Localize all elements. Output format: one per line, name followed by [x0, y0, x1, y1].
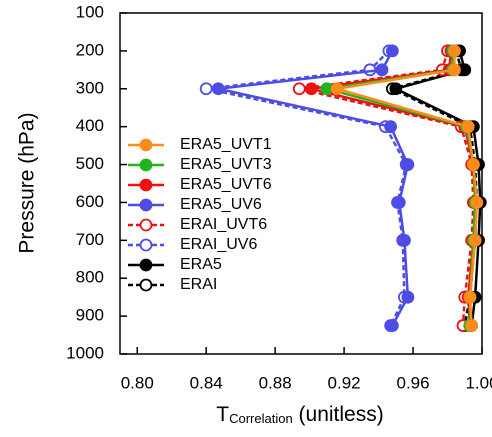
x-tick-label: 0.96: [397, 373, 430, 392]
marker: [461, 120, 475, 134]
marker: [211, 82, 225, 96]
x-tick-label: 0.84: [190, 373, 223, 392]
marker: [398, 233, 411, 247]
marker: [375, 63, 389, 77]
x-axis-title-main: T: [216, 403, 229, 426]
marker: [385, 319, 399, 332]
marker: [385, 44, 399, 58]
y-tick-label: 400: [76, 116, 104, 135]
marker: [304, 82, 318, 96]
legend-label: ERA5_UV6: [180, 196, 262, 213]
x-axis-title-sub: Correlation: [229, 411, 293, 426]
marker: [465, 319, 479, 332]
y-tick-label: 800: [76, 268, 104, 287]
x-tick-label: 0.80: [121, 373, 154, 392]
marker: [401, 158, 415, 171]
x-tick-label: 1.00: [465, 373, 492, 392]
y-tick-label: 600: [76, 192, 104, 211]
y-tick-label: 700: [76, 230, 104, 249]
x-axis-title: TCorrelation (unitless): [216, 403, 383, 427]
y-tick-label: 1000: [66, 343, 104, 362]
marker: [468, 233, 482, 247]
marker: [320, 82, 334, 96]
x-tick-label: 0.92: [328, 373, 361, 392]
marker: [448, 44, 461, 58]
x-axis-title-rest: (unitless): [293, 403, 384, 426]
marker: [401, 290, 415, 304]
legend-marker: [139, 198, 153, 212]
y-tick-label: 200: [76, 40, 104, 59]
marker: [384, 120, 398, 134]
legend-label: ERA5_UVT6: [180, 176, 272, 193]
marker: [458, 63, 472, 77]
marker: [389, 82, 403, 96]
legend-marker: [139, 258, 153, 272]
legend-label: ERAI_UV6: [180, 236, 257, 253]
marker: [470, 196, 484, 209]
y-tick-label: 900: [76, 306, 104, 325]
legend-marker: [139, 158, 153, 172]
legend-marker: [139, 138, 153, 152]
legend-label: ERA5_UVT3: [180, 156, 272, 173]
legend-label: ERAI: [180, 276, 217, 293]
y-axis-title: Pressure (hPa): [16, 112, 39, 253]
marker: [292, 82, 306, 96]
legend-marker: [139, 238, 153, 252]
x-tick-label: 0.88: [259, 373, 292, 392]
marker: [199, 82, 213, 96]
marker: [463, 290, 477, 304]
plot-frame: [119, 12, 483, 355]
legend-marker: [139, 178, 153, 192]
legend-label: ERA5: [180, 256, 222, 273]
legend-marker: [139, 278, 153, 292]
y-tick-label: 100: [76, 2, 104, 21]
marker: [330, 82, 344, 96]
legend-marker: [139, 218, 153, 232]
marker: [392, 196, 406, 209]
series-line: [392, 50, 482, 326]
y-tick-label: 500: [76, 154, 104, 173]
marker: [466, 158, 480, 171]
legend-label: ERAI_UVT6: [180, 216, 267, 233]
marker: [448, 63, 461, 77]
y-tick-label: 300: [76, 78, 104, 97]
legend-label: ERA5_UVT1: [180, 136, 272, 153]
